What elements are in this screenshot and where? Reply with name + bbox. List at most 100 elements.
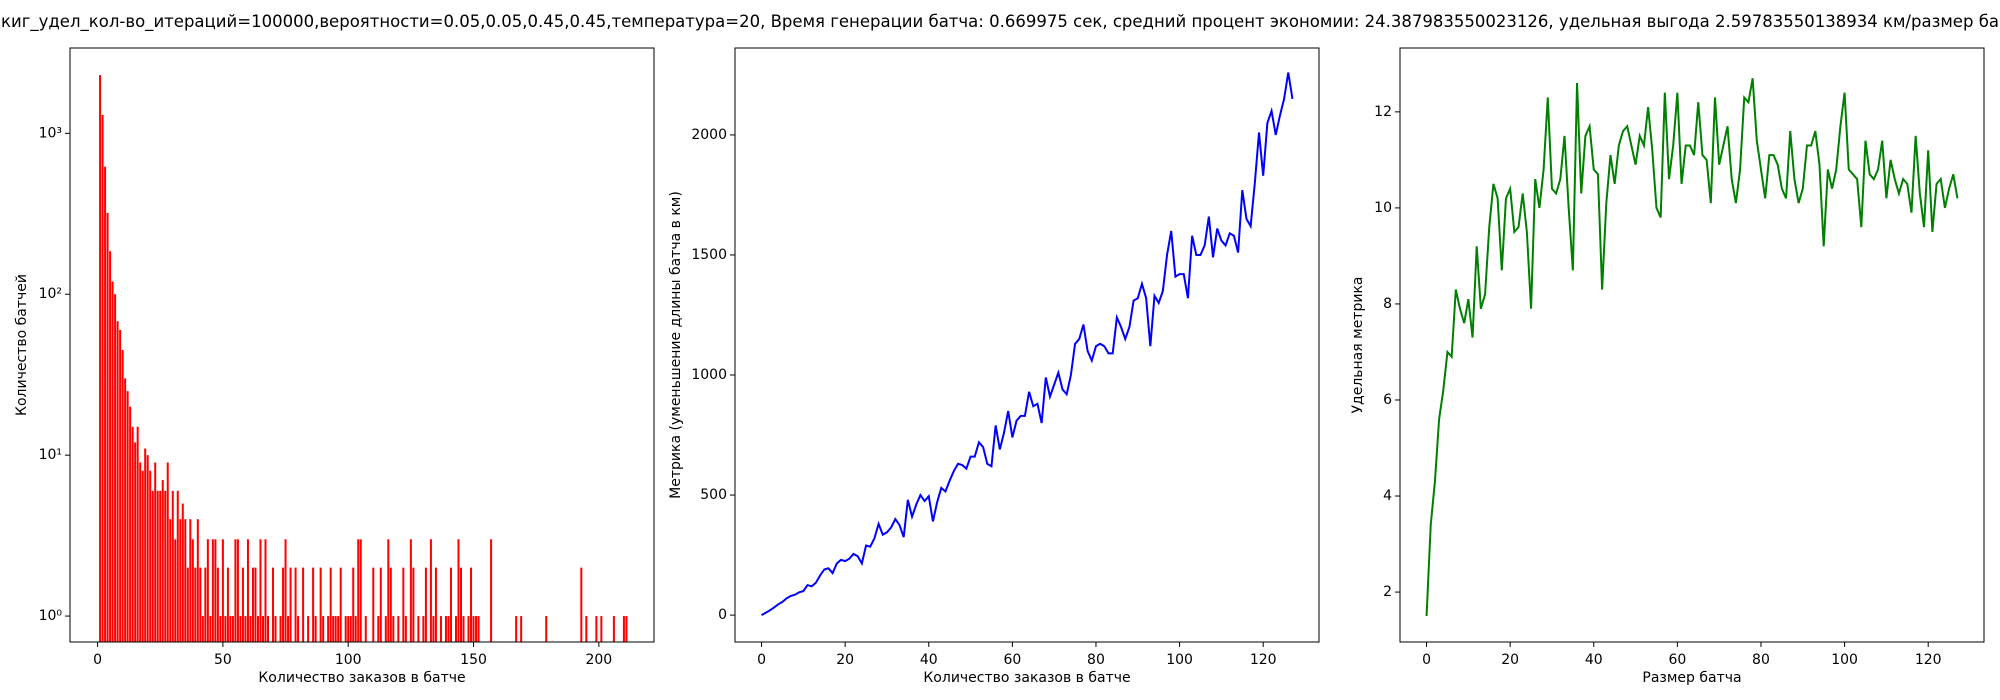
bar xyxy=(121,350,124,642)
bar xyxy=(184,519,187,642)
bar xyxy=(397,616,400,642)
bar xyxy=(99,75,102,642)
bar xyxy=(470,567,473,642)
y-tick-label: 12 xyxy=(1374,104,1392,120)
x-tick-label: 0 xyxy=(93,652,102,668)
bar xyxy=(439,616,442,642)
bar xyxy=(354,616,357,642)
bar xyxy=(284,539,287,642)
bar xyxy=(151,490,154,642)
bar xyxy=(272,567,275,642)
bar xyxy=(206,539,209,642)
bar xyxy=(467,616,470,642)
bar xyxy=(447,616,450,642)
bar xyxy=(114,294,117,642)
bar xyxy=(134,442,137,642)
bar xyxy=(231,616,234,642)
bar xyxy=(287,616,290,642)
bar xyxy=(429,539,432,642)
bar xyxy=(156,490,159,642)
bar xyxy=(149,470,152,642)
x-tick-label: 0 xyxy=(1422,652,1431,668)
bar xyxy=(392,616,395,642)
bar xyxy=(161,480,164,642)
bar xyxy=(327,616,330,642)
x-tick-label: 20 xyxy=(1501,652,1519,668)
figure-title: киг_удел_кол-во_итераций=100000,вероятно… xyxy=(1,12,1999,32)
bar xyxy=(166,462,169,642)
line xyxy=(761,72,1294,616)
bar xyxy=(154,462,157,642)
bar xyxy=(357,539,360,642)
bar xyxy=(600,616,603,642)
bar xyxy=(352,567,355,642)
bar xyxy=(101,114,104,642)
bar xyxy=(322,616,325,642)
y-tick-label: 1000 xyxy=(691,367,727,383)
bar xyxy=(194,567,197,642)
bar xyxy=(129,406,132,642)
bar xyxy=(174,539,177,642)
y-tick-label: 10² xyxy=(39,286,62,302)
bar xyxy=(302,567,305,642)
bar xyxy=(124,378,127,642)
bar xyxy=(136,426,139,642)
y-axis-label: Удельная метрика xyxy=(1350,277,1366,414)
bar xyxy=(264,539,267,642)
bar xyxy=(249,616,252,642)
bar xyxy=(139,462,142,642)
bar xyxy=(169,519,172,642)
bar xyxy=(229,616,232,642)
bar xyxy=(349,616,352,642)
bar xyxy=(490,539,493,642)
bar xyxy=(432,616,435,642)
bar xyxy=(422,616,425,642)
bar xyxy=(402,567,405,642)
bar xyxy=(477,616,480,642)
bar xyxy=(221,539,224,642)
bar xyxy=(259,539,262,642)
bar xyxy=(424,567,427,642)
bar xyxy=(209,616,212,642)
bar xyxy=(226,567,229,642)
bar xyxy=(104,166,107,642)
x-tick-label: 0 xyxy=(757,652,766,668)
bar xyxy=(384,616,387,642)
y-axis-label: Количество батчей xyxy=(14,274,30,416)
x-tick-label: 200 xyxy=(585,652,612,668)
axes-frame xyxy=(1399,47,1985,643)
x-tick-label: 100 xyxy=(335,652,362,668)
x-tick-label: 60 xyxy=(1668,652,1686,668)
bar xyxy=(580,567,583,642)
bar xyxy=(216,567,219,642)
axes-frame xyxy=(69,47,655,643)
y-axis-label: Метрика (уменьшение длины батча в км) xyxy=(668,191,684,499)
y-tick-label: 2000 xyxy=(691,127,727,143)
bar xyxy=(186,567,189,642)
bar xyxy=(520,616,523,642)
bar xyxy=(116,321,119,642)
plot-area xyxy=(99,75,628,642)
bar xyxy=(131,426,134,642)
bar xyxy=(434,567,437,642)
x-tick-label: 80 xyxy=(1087,652,1105,668)
bar xyxy=(254,567,257,642)
x-tick-label: 100 xyxy=(1831,652,1858,668)
bar xyxy=(472,616,475,642)
plot-area xyxy=(1425,78,1959,617)
bar xyxy=(199,567,202,642)
bar xyxy=(409,539,412,642)
bar xyxy=(236,539,239,642)
bar xyxy=(196,519,199,642)
x-tick-label: 150 xyxy=(460,652,487,668)
bar xyxy=(141,470,144,642)
bar xyxy=(256,616,259,642)
axes-frame xyxy=(734,47,1320,643)
y-tick-label: 10⁰ xyxy=(39,608,63,624)
bar xyxy=(246,539,249,642)
bar xyxy=(219,616,222,642)
x-tick-label: 80 xyxy=(1752,652,1770,668)
bar xyxy=(279,616,282,642)
bar xyxy=(460,567,463,642)
